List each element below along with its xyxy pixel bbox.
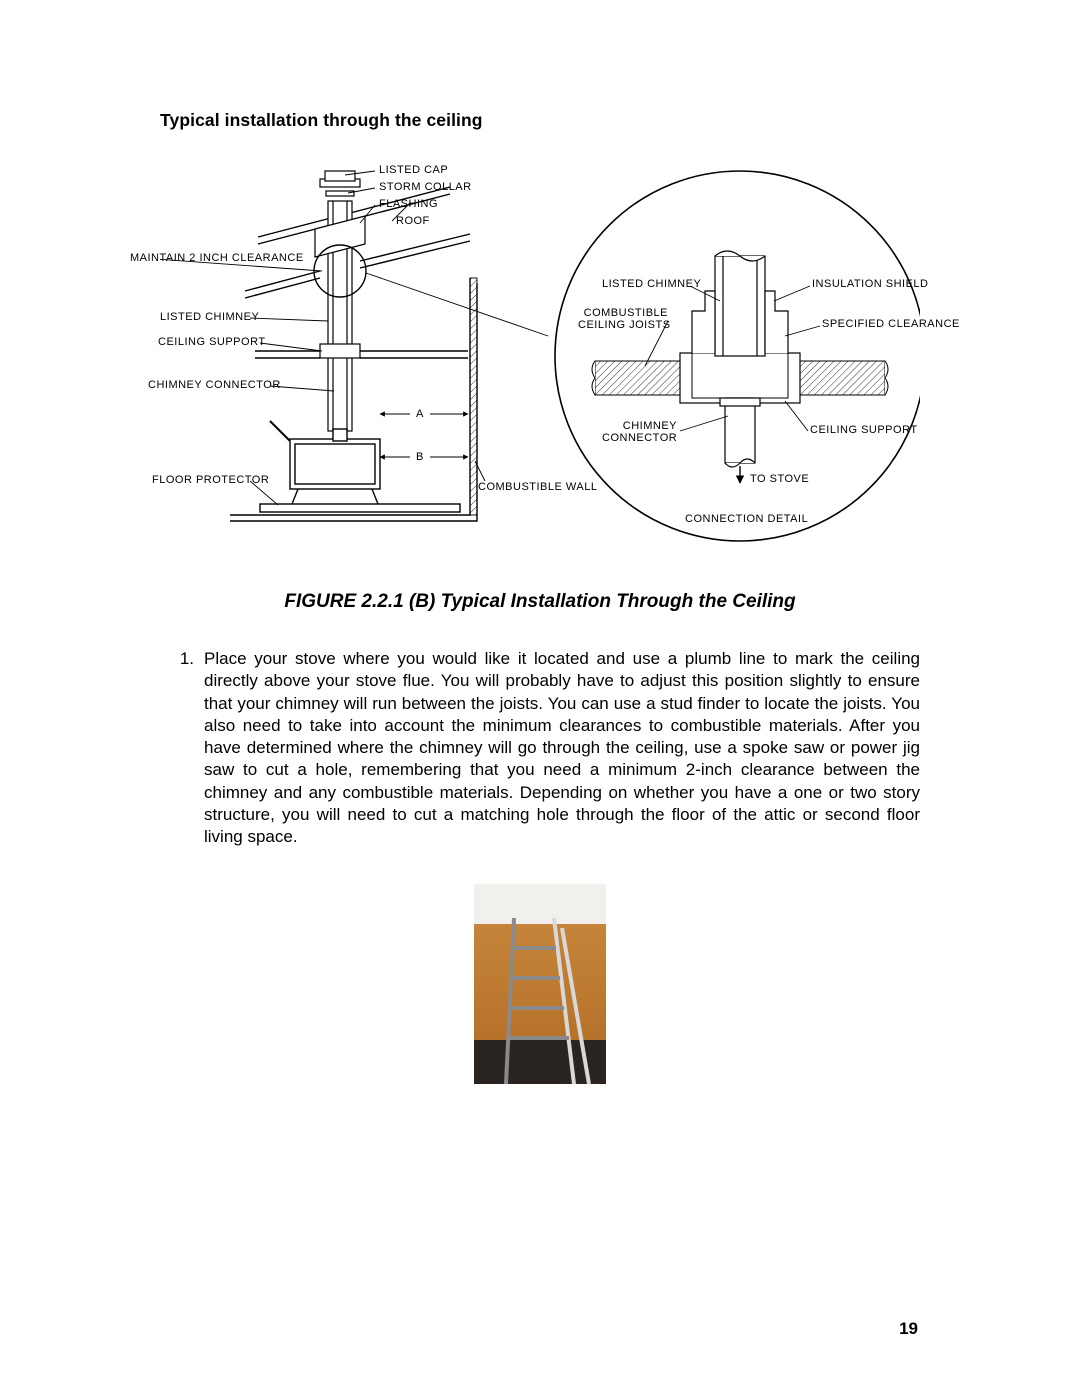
label-comb-joists-2: CEILING JOISTS xyxy=(578,319,668,331)
label-connection-detail: CONNECTION DETAIL xyxy=(685,513,808,525)
page-number: 19 xyxy=(899,1319,918,1339)
label-listed-chimney-r: LISTED CHIMNEY xyxy=(602,278,692,290)
figure-caption: FIGURE 2.2.1 (B) Typical Installation Th… xyxy=(160,591,920,613)
label-comb-joists-1: COMBUSTIBLE xyxy=(578,307,668,319)
right-detail xyxy=(555,171,920,541)
label-roof: ROOF xyxy=(396,215,430,227)
diagram-svg xyxy=(160,161,920,556)
list-body: Place your stove where you would like it… xyxy=(204,648,920,849)
label-ceiling-support-r: CEILING SUPPORT xyxy=(810,424,918,436)
label-insulation-shield: INSULATION SHIELD xyxy=(812,278,929,290)
label-chimney-connector-l: CHIMNEY CONNECTOR xyxy=(148,379,268,391)
section-heading: Typical installation through the ceiling xyxy=(160,110,920,131)
ladder-icon xyxy=(504,918,594,1084)
label-dim-a: A xyxy=(416,408,424,420)
label-to-stove: TO STOVE xyxy=(750,473,809,485)
label-storm-collar: STORM COLLAR xyxy=(379,181,472,193)
label-maintain-clearance: MAINTAIN 2 INCH CLEARANCE xyxy=(130,252,290,264)
installation-diagram: LISTED CAP STORM COLLAR FLASHING ROOF MA… xyxy=(160,161,920,556)
label-floor-protector: FLOOR PROTECTOR xyxy=(152,474,252,486)
label-listed-chimney-l: LISTED CHIMNEY xyxy=(160,311,250,323)
label-dim-b: B xyxy=(416,451,424,463)
label-listed-cap: LISTED CAP xyxy=(379,164,448,176)
label-chimney-l2: CONNECTOR xyxy=(602,432,677,444)
list-number: 1. xyxy=(160,648,204,849)
label-combustible-wall-a: COMBUSTIBLE WALL xyxy=(478,481,597,493)
label-specified-clearance: SPECIFIED CLEARANCE xyxy=(822,318,960,330)
label-chimney-l1: CHIMNEY xyxy=(602,420,677,432)
installation-photo xyxy=(474,884,606,1084)
label-ceiling-support-l: CEILING SUPPORT xyxy=(158,336,258,348)
label-flashing: FLASHING xyxy=(379,198,438,210)
